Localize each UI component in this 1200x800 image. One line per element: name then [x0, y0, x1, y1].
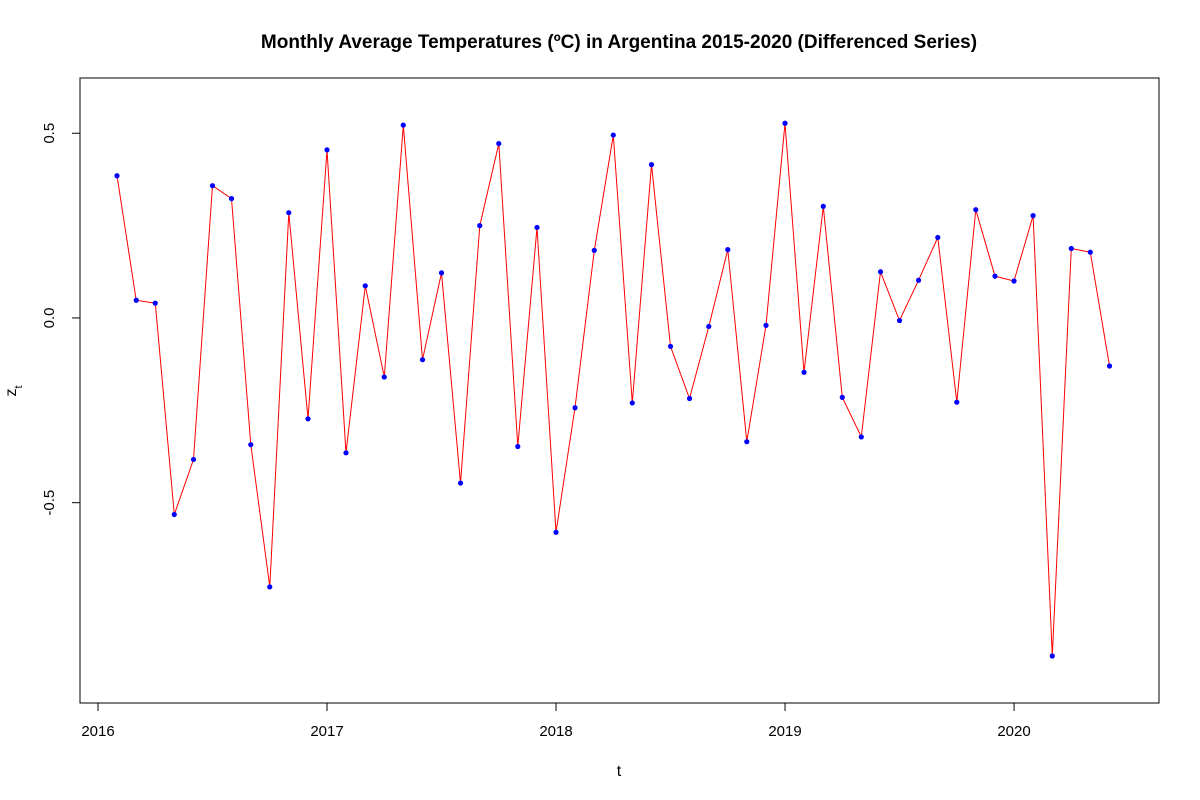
chart-title: Monthly Average Temperatures (ºC) in Arg… — [261, 32, 977, 53]
data-point — [725, 247, 731, 253]
data-point — [1068, 245, 1074, 252]
data-point — [877, 269, 884, 275]
data-point — [801, 369, 807, 375]
data-point — [305, 416, 311, 422]
data-point — [534, 224, 540, 231]
data-point — [896, 317, 903, 324]
data-point — [286, 210, 292, 216]
data-point — [152, 300, 158, 306]
y-axis-label-main: z — [3, 389, 20, 397]
data-point — [935, 234, 941, 241]
x-tick-label: 2020 — [997, 723, 1030, 740]
series-points — [114, 120, 1113, 659]
data-point — [1030, 213, 1036, 219]
series-line — [116, 123, 1110, 657]
data-point — [572, 405, 578, 411]
data-point — [362, 283, 368, 289]
data-point — [171, 511, 177, 518]
data-point — [973, 207, 979, 213]
data-point — [133, 297, 139, 303]
data-point — [820, 203, 826, 209]
data-point — [915, 277, 922, 283]
data-point — [228, 196, 235, 202]
y-tick-label: 0.5 — [41, 123, 58, 144]
x-axis: 2016 2017 2018 2019 2020 — [81, 702, 1031, 740]
data-point — [648, 162, 655, 168]
data-point — [209, 183, 216, 189]
data-point — [992, 273, 998, 279]
data-point — [1011, 278, 1017, 284]
data-point — [858, 434, 864, 440]
plot-frame — [79, 77, 1160, 704]
data-point — [553, 529, 559, 535]
data-point — [496, 140, 502, 147]
y-axis-label: zt — [3, 385, 25, 396]
data-point — [438, 270, 445, 276]
data-point — [190, 456, 197, 463]
y-axis-label-subscript: t — [13, 385, 25, 388]
data-point — [1087, 249, 1093, 255]
x-tick-label: 2018 — [539, 723, 572, 740]
data-point — [267, 584, 273, 590]
series-line-path — [116, 123, 1110, 657]
y-axis: -0.5 0.0 0.5 — [41, 123, 81, 516]
data-point — [419, 357, 426, 363]
data-point — [954, 399, 960, 405]
x-axis-label: t — [617, 763, 622, 780]
data-point — [400, 122, 406, 128]
data-point — [610, 132, 616, 138]
data-point — [744, 439, 750, 445]
y-tick-label: 0.0 — [41, 308, 58, 329]
data-point — [515, 443, 521, 450]
data-point — [381, 374, 387, 380]
data-point — [686, 395, 693, 402]
data-point — [248, 442, 254, 448]
data-point — [457, 480, 464, 486]
data-point — [1049, 653, 1055, 659]
x-tick-label: 2016 — [81, 723, 114, 740]
data-point — [763, 322, 769, 328]
data-point — [591, 247, 597, 253]
data-point — [782, 120, 788, 126]
data-point — [1106, 363, 1113, 369]
data-point — [629, 400, 635, 406]
data-point — [343, 450, 349, 456]
data-point — [114, 173, 120, 179]
y-tick-label: -0.5 — [41, 490, 58, 516]
data-point — [706, 323, 712, 330]
data-point — [477, 223, 483, 229]
data-point — [667, 343, 674, 350]
data-point — [324, 147, 330, 153]
data-point — [839, 394, 845, 400]
x-tick-label: 2019 — [768, 723, 801, 740]
x-tick-label: 2017 — [310, 723, 343, 740]
